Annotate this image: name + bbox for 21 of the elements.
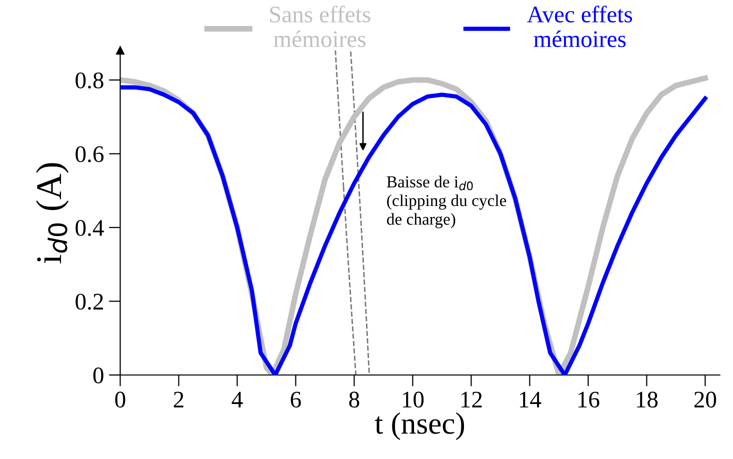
- y-tick-label: 0: [93, 367, 104, 384]
- x-tick-label: 0: [115, 392, 126, 408]
- x-tick-label: 4: [232, 392, 243, 408]
- annotation: Baisse de i$_{d0}$ (clipping du cycle de charge): [386, 176, 506, 228]
- legend-label: Avec effets mémoires: [527, 6, 632, 48]
- legend-label: Sans effets mémoires: [270, 6, 370, 48]
- y-tick-label: 0.6: [76, 146, 104, 162]
- y-axis-title: i$_{d0}$ (A): [36, 163, 69, 264]
- y-tick-label: 0.2: [76, 294, 103, 310]
- x-tick-label: 10: [402, 392, 424, 408]
- x-tick-label: 14: [520, 392, 542, 408]
- x-axis-title: t (nsec): [374, 412, 464, 440]
- x-tick-label: 2: [174, 392, 184, 408]
- y-tick-label: 0.4: [76, 220, 104, 236]
- y-tick-label: 0.8: [76, 72, 104, 89]
- x-tick-label: 16: [578, 392, 600, 408]
- x-tick-label: 6: [290, 392, 301, 408]
- x-tick-label: 20: [694, 392, 716, 408]
- x-tick-label: 12: [461, 392, 482, 408]
- x-tick-label: 18: [636, 392, 658, 408]
- x-tick-label: 8: [349, 392, 360, 408]
